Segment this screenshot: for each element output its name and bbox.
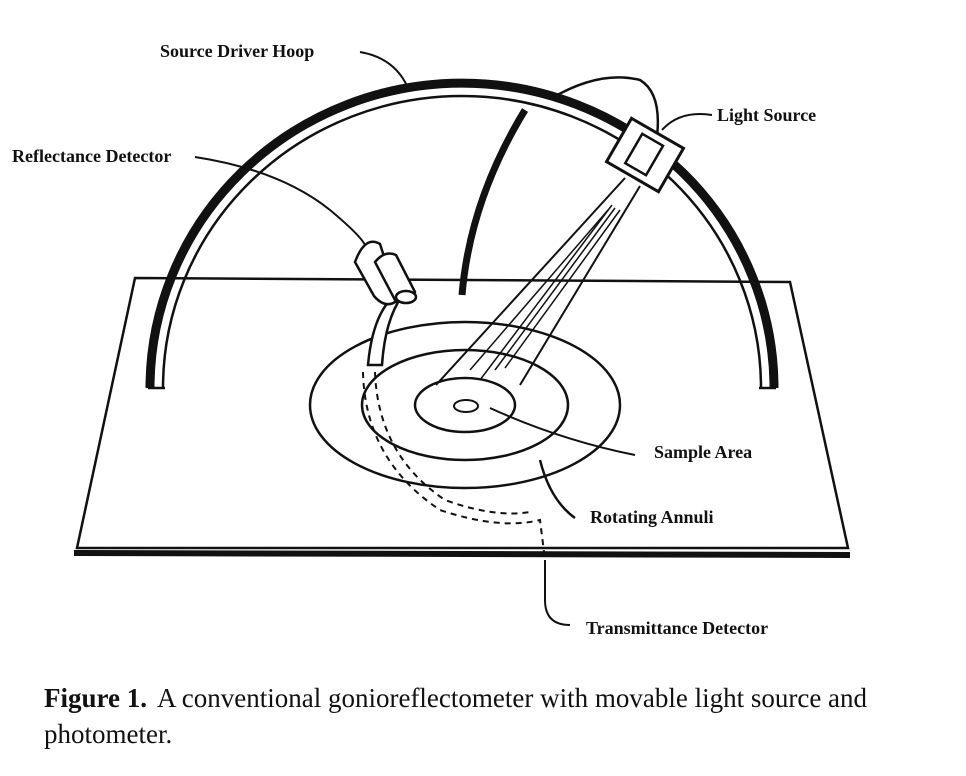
gonioreflectometer-diagram: Source Driver Hoop Reflectance Detector … bbox=[12, 41, 851, 638]
label-rotating-annuli: Rotating Annuli bbox=[590, 507, 714, 527]
caption-text: A conventional gonioreflectometer with m… bbox=[44, 683, 868, 749]
caption-figure-number: Figure 1. bbox=[44, 683, 147, 713]
label-source-driver-hoop: Source Driver Hoop bbox=[160, 41, 314, 61]
label-transmittance-detector: Transmittance Detector bbox=[586, 618, 768, 638]
reflectance-detector-unit bbox=[353, 240, 418, 367]
source-driver-hoop bbox=[145, 78, 779, 390]
label-light-source: Light Source bbox=[717, 105, 816, 125]
label-reflectance-detector: Reflectance Detector bbox=[12, 146, 171, 166]
figure-caption: Figure 1. A conventional gonioreflectomet… bbox=[44, 680, 934, 752]
rotating-annuli bbox=[308, 320, 622, 490]
light-source-unit bbox=[435, 76, 686, 386]
transmittance-detector-path bbox=[362, 371, 546, 561]
leader-lines bbox=[194, 51, 713, 626]
label-sample-area: Sample Area bbox=[654, 442, 752, 462]
sample-spot bbox=[453, 399, 479, 413]
base-plate bbox=[73, 276, 851, 558]
